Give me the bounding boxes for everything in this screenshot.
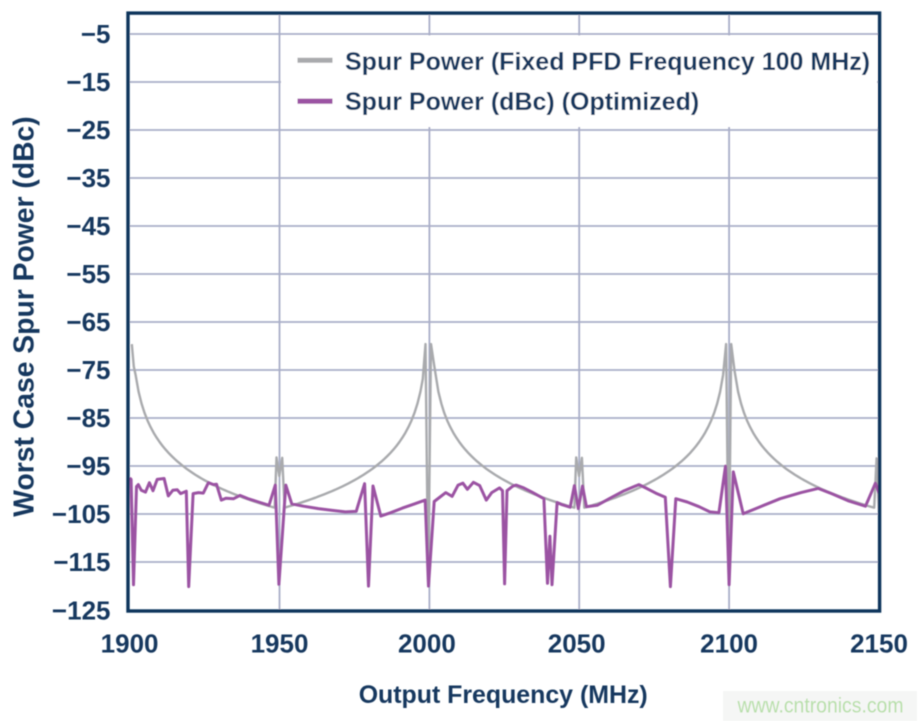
svg-text:Worst Case Spur Power (dBc): Worst Case Spur Power (dBc) <box>8 116 40 516</box>
svg-text:−25: −25 <box>66 115 110 145</box>
svg-text:−85: −85 <box>66 403 110 433</box>
svg-text:−55: −55 <box>66 259 110 289</box>
svg-text:Spur Power (Fixed PFD Frequenc: Spur Power (Fixed PFD Frequency 100 MHz) <box>345 48 870 76</box>
svg-text:−125: −125 <box>52 595 111 625</box>
svg-text:−15: −15 <box>66 67 110 97</box>
svg-text:Output Frequency (MHz): Output Frequency (MHz) <box>359 681 648 709</box>
svg-text:www.cntronics.com: www.cntronics.com <box>737 695 904 718</box>
svg-text:1950: 1950 <box>251 628 309 658</box>
svg-text:−45: −45 <box>66 211 110 241</box>
svg-text:Spur Power (dBc) (Optimized): Spur Power (dBc) (Optimized) <box>345 88 699 116</box>
svg-text:−5: −5 <box>81 19 111 49</box>
svg-text:−75: −75 <box>66 355 110 385</box>
svg-text:−65: −65 <box>66 307 110 337</box>
svg-text:1900: 1900 <box>101 628 159 658</box>
svg-text:2100: 2100 <box>700 628 758 658</box>
svg-text:−115: −115 <box>53 547 110 577</box>
svg-text:−95: −95 <box>66 451 110 481</box>
svg-text:2150: 2150 <box>850 628 908 658</box>
svg-text:2050: 2050 <box>548 628 606 658</box>
svg-text:−105: −105 <box>52 499 111 529</box>
svg-text:−35: −35 <box>66 163 110 193</box>
svg-text:2000: 2000 <box>398 628 456 658</box>
